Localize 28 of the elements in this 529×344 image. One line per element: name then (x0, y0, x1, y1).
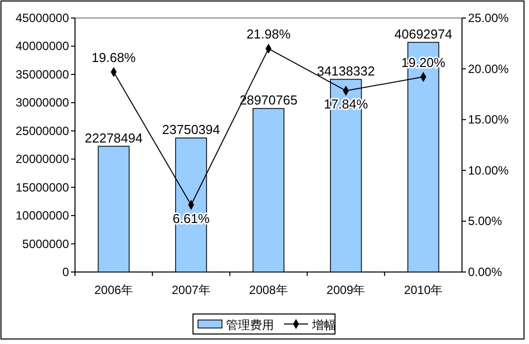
data-label: 22278494 (84, 130, 143, 146)
y-tick-label: 20000000 (16, 152, 70, 166)
y-tick-label: 35000000 (16, 67, 70, 82)
x-tick-label: 2010年 (404, 283, 443, 297)
x-tick-label: 2009年 (326, 283, 366, 297)
y2-tick-label: 10.00% (468, 163, 510, 178)
data-label: 19.68% (92, 50, 136, 66)
y-tick-label: 15000000 (16, 180, 70, 194)
y-tick-label: 45000000 (16, 11, 70, 25)
y2-tick-label: 5.00% (468, 214, 502, 228)
y-tick-label: 25000000 (16, 124, 70, 138)
y2-tick-label: 25.00% (468, 11, 510, 25)
x-tick-label: 2008年 (249, 283, 288, 297)
x-tick-label: 2006年 (94, 283, 134, 297)
data-label: 40692974 (394, 26, 452, 42)
y-tick-label: 5000000 (22, 236, 70, 251)
y-tick-label: 0 (62, 265, 70, 279)
x-tick-label: 2007年 (172, 283, 210, 297)
y-tick-label: 30000000 (16, 96, 70, 110)
data-label: 34138332 (316, 63, 375, 78)
y-tick-label: 10000000 (16, 208, 70, 223)
y2-tick-label: 20.00% (468, 62, 510, 76)
data-label: 23750394 (162, 122, 220, 137)
y2-tick-label: 0.00% (468, 265, 502, 279)
y2-tick-label: 15.00% (468, 112, 510, 127)
y-tick-label: 40000000 (16, 39, 70, 54)
data-label: 21.98% (246, 26, 291, 42)
legend-label: 管理费用 (226, 318, 274, 332)
